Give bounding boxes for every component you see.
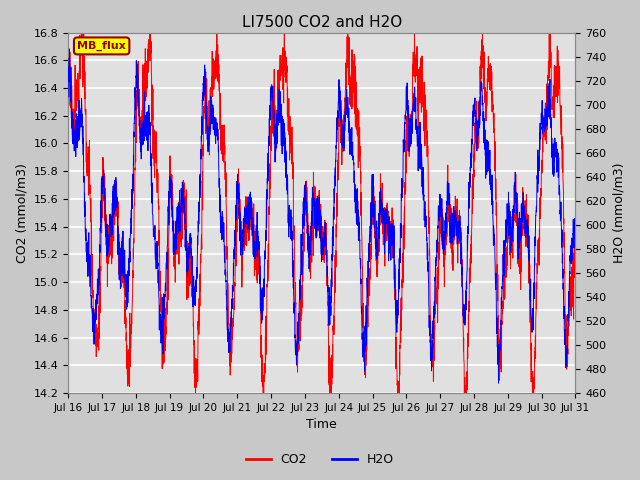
Y-axis label: H2O (mmol/m3): H2O (mmol/m3) bbox=[612, 163, 625, 263]
Title: LI7500 CO2 and H2O: LI7500 CO2 and H2O bbox=[242, 15, 402, 30]
Y-axis label: CO2 (mmol/m3): CO2 (mmol/m3) bbox=[15, 163, 28, 263]
Legend: CO2, H2O: CO2, H2O bbox=[241, 448, 399, 471]
X-axis label: Time: Time bbox=[307, 419, 337, 432]
Text: MB_flux: MB_flux bbox=[77, 41, 126, 51]
